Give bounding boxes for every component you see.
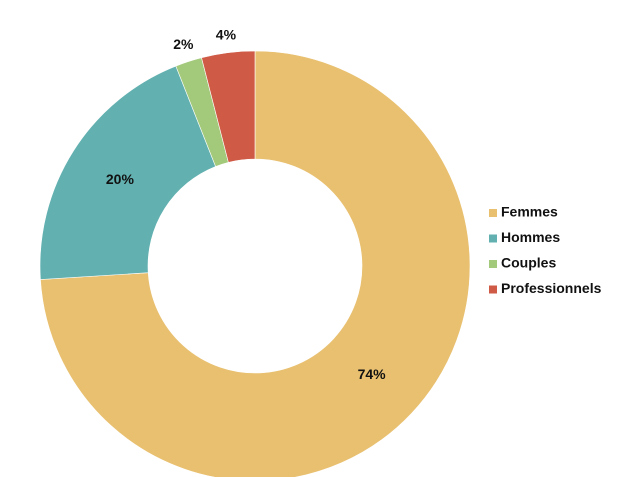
- data-label: 74%: [358, 366, 387, 382]
- legend-swatch: [489, 260, 497, 268]
- legend-label: Professionnels: [501, 280, 602, 296]
- donut-slice: [40, 50, 471, 477]
- donut-slice: [201, 50, 256, 163]
- legend-swatch: [489, 285, 497, 294]
- legend-swatch: [489, 234, 497, 243]
- legend-label: Femmes: [501, 204, 558, 220]
- legend-swatch: [489, 209, 497, 217]
- legend-label: Couples: [501, 255, 556, 271]
- data-label: 20%: [106, 171, 135, 187]
- data-label: 2%: [173, 36, 194, 52]
- legend-label: Hommes: [501, 229, 560, 245]
- data-label: 4%: [216, 27, 237, 43]
- donut-slice: [39, 65, 217, 280]
